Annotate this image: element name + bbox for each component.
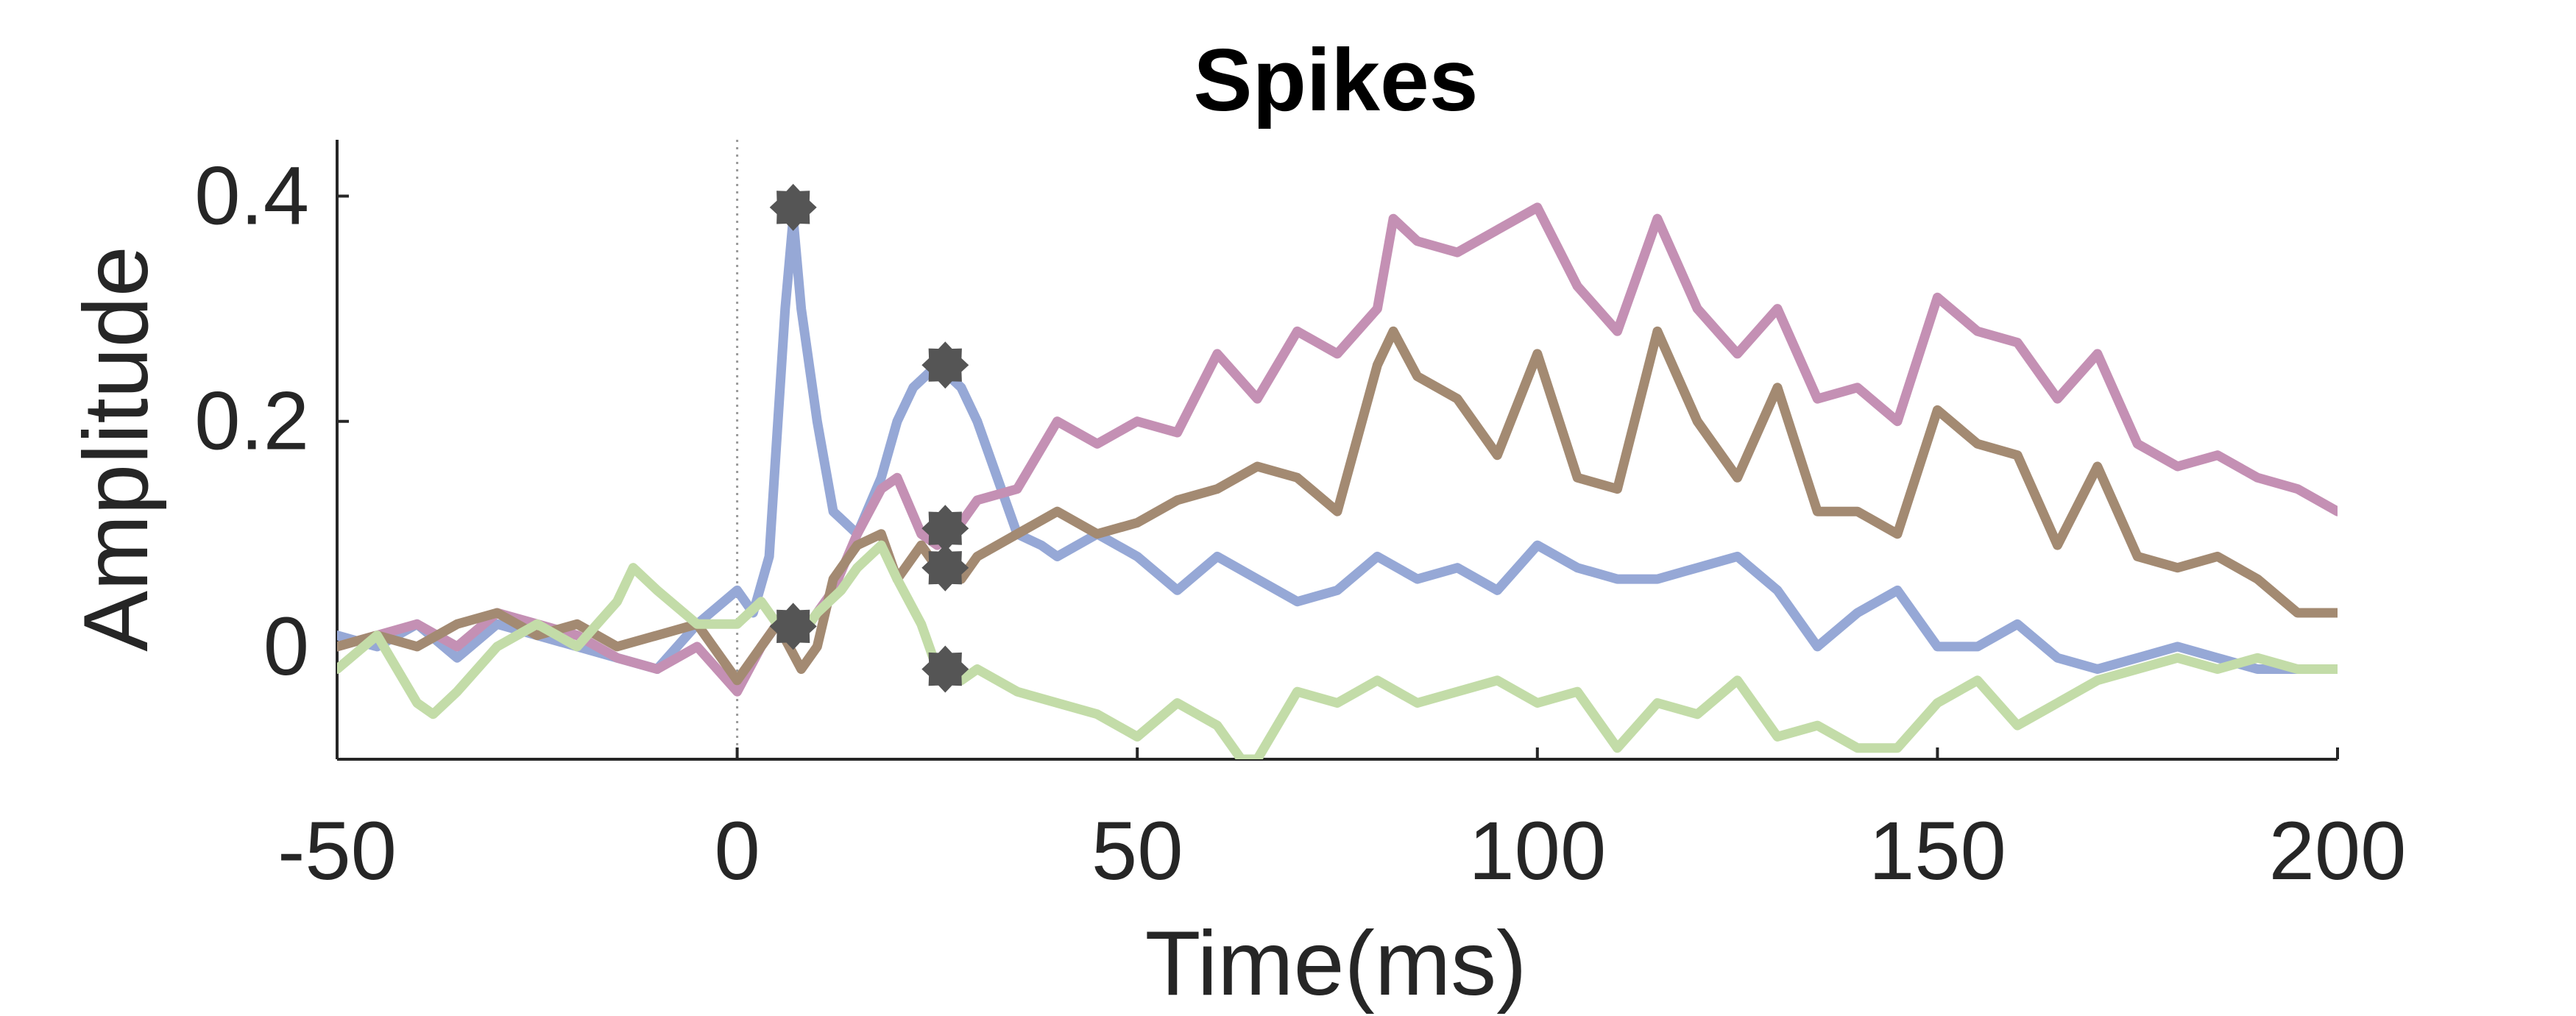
peak-marker (921, 341, 969, 389)
peak-marker (921, 645, 969, 693)
y-tick-label: 0 (263, 600, 309, 692)
peak-marker (921, 505, 969, 553)
series-line-4 (337, 540, 2338, 759)
x-tick-label: 200 (2269, 805, 2407, 897)
peak-marker (769, 603, 817, 650)
x-tick-label: 0 (714, 805, 760, 897)
peak-marker (921, 544, 969, 592)
x-tick-label: -50 (277, 805, 397, 897)
x-tick-label: 100 (1468, 805, 1606, 897)
chart-title: Spikes (1194, 31, 1479, 129)
x-axis-label: Time(ms) (1145, 913, 1527, 1015)
axes: -50 0 50 100 150 200 0 0.2 0.4 (194, 140, 2406, 897)
series-line-2 (337, 202, 2338, 697)
peak-marker (769, 183, 817, 231)
series-layer (337, 202, 2338, 759)
x-tick-label: 50 (1091, 805, 1183, 897)
marker-layer (769, 183, 969, 693)
y-tick-label: 0.4 (194, 150, 309, 242)
x-tick-label: 150 (1869, 805, 2006, 897)
series-line-1 (337, 213, 2338, 674)
y-axis-label: Amplitude (66, 246, 167, 651)
y-tick-label: 0.2 (194, 375, 309, 467)
series-line-3 (337, 326, 2338, 686)
